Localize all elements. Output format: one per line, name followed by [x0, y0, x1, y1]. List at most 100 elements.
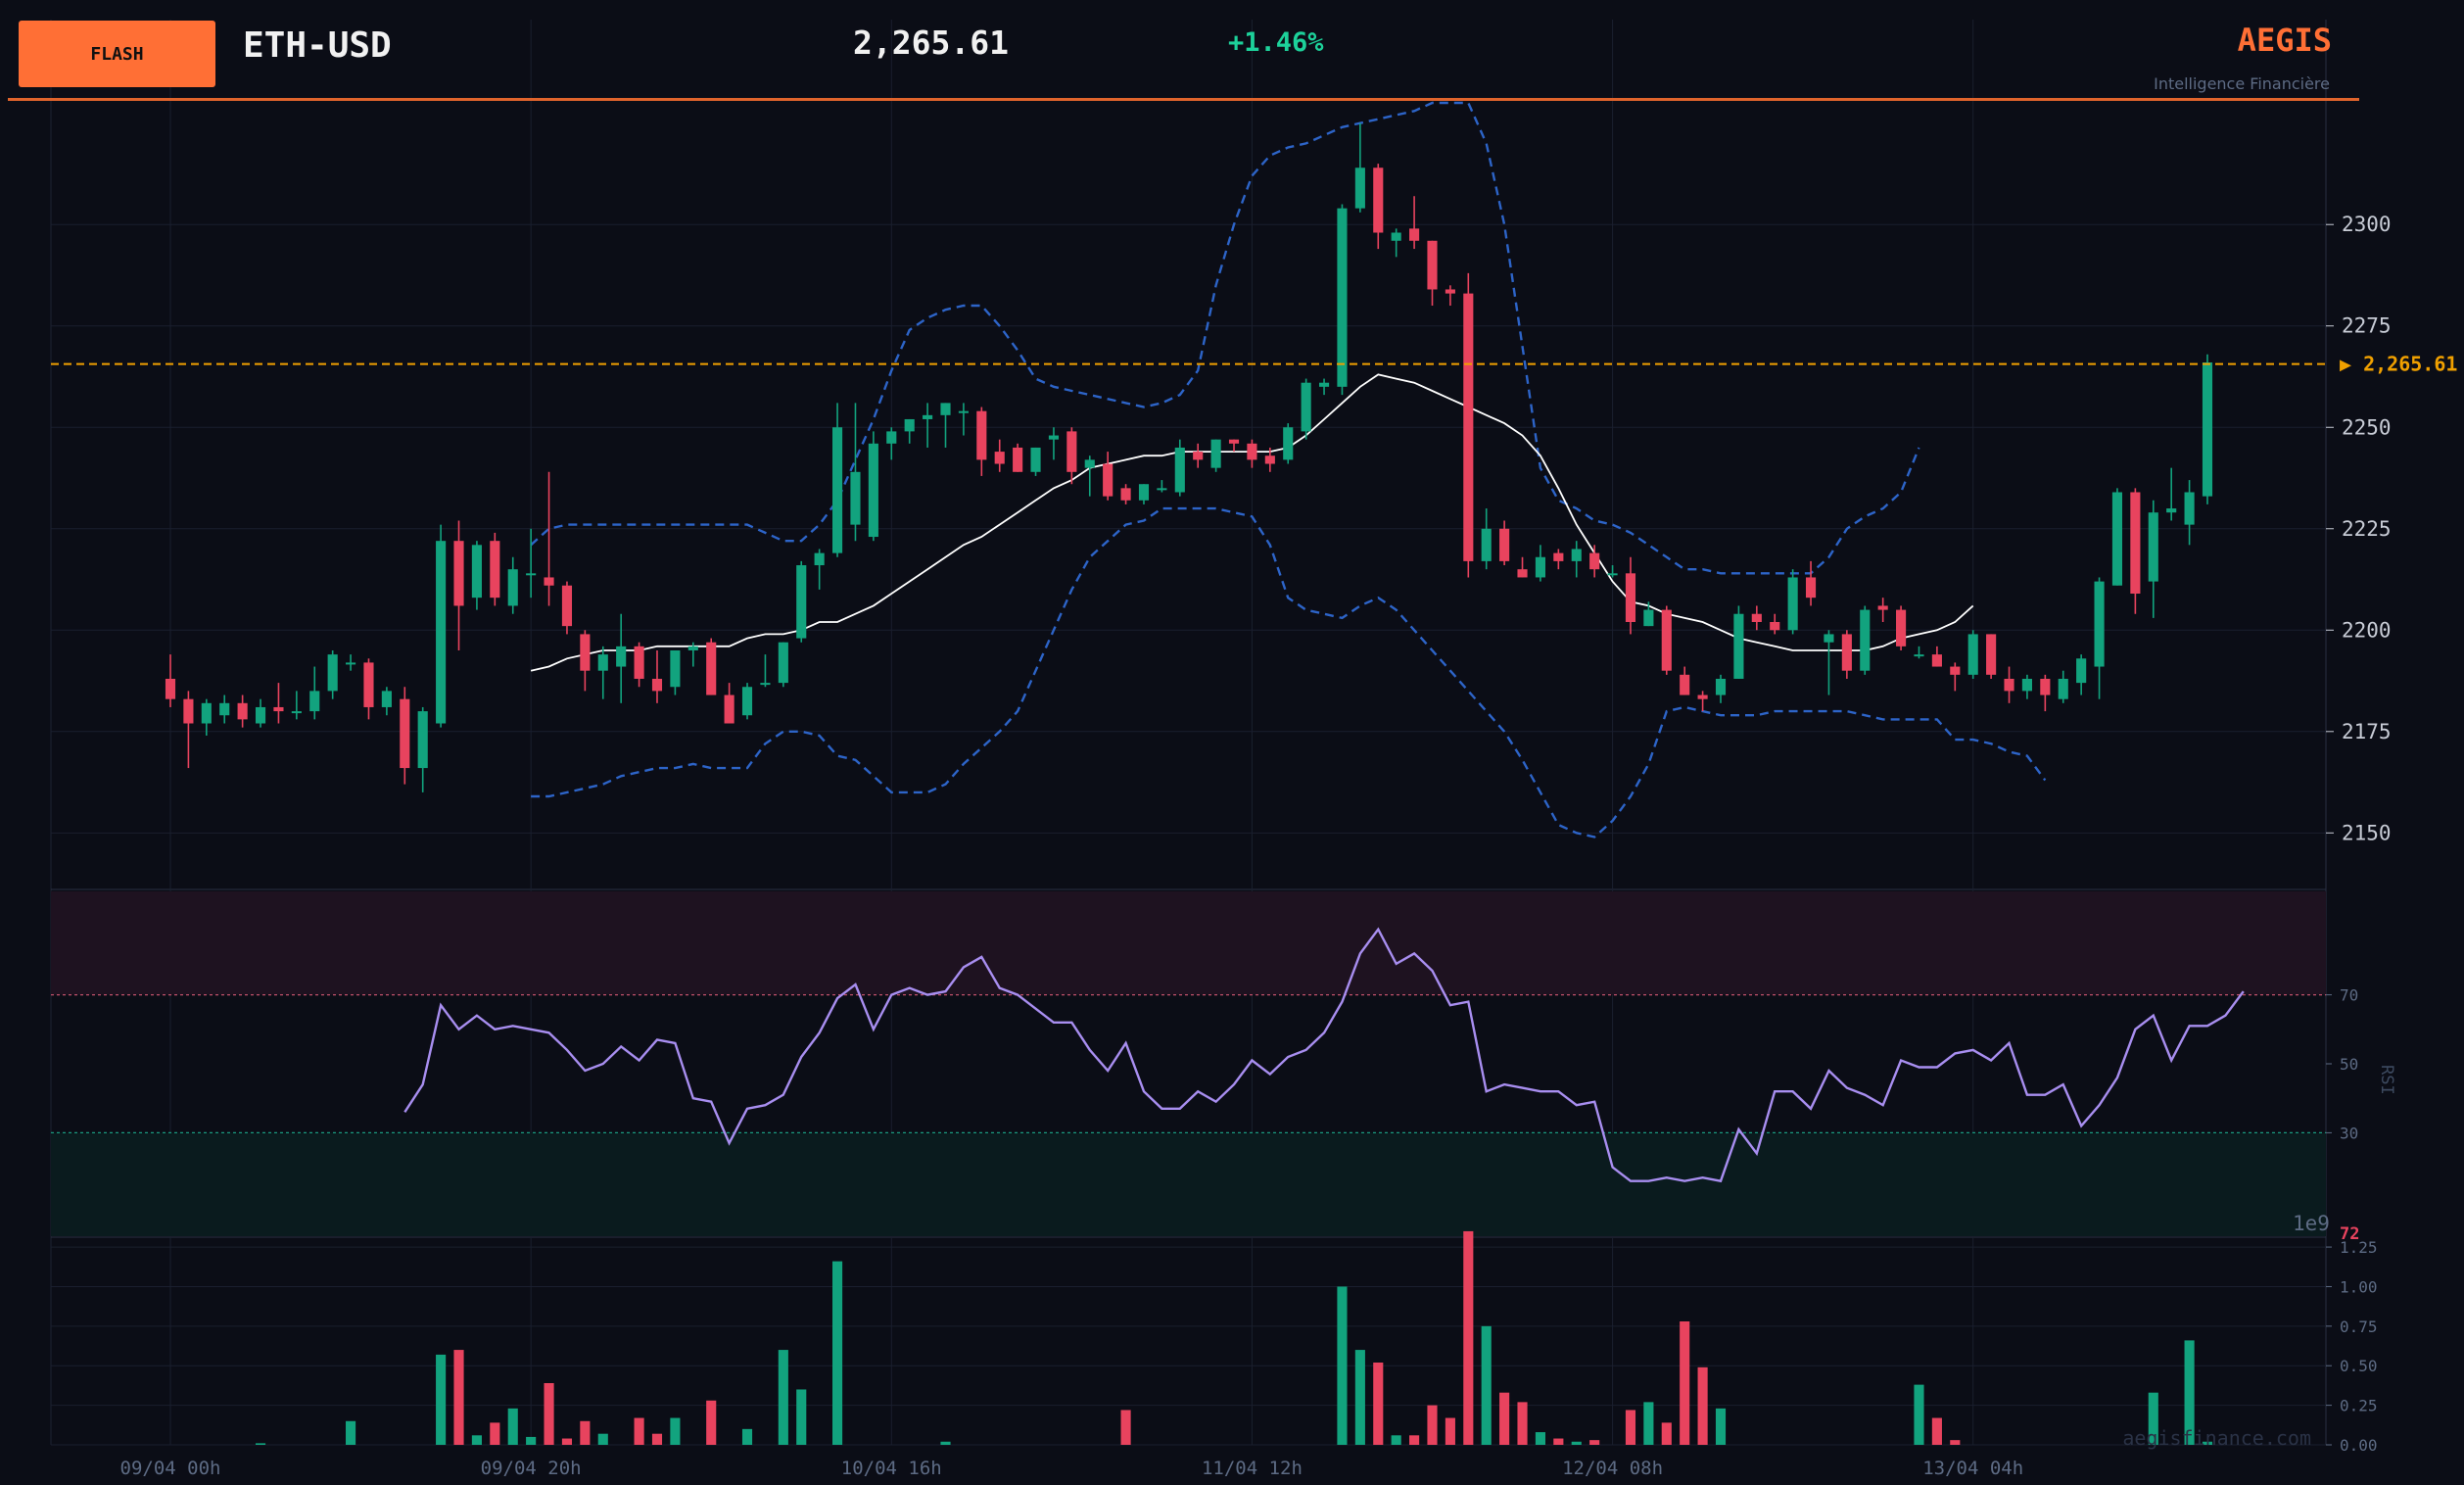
- candle-body: [327, 654, 338, 692]
- candle: [1445, 285, 1455, 307]
- candle: [1463, 272, 1474, 578]
- candle: [2130, 488, 2141, 614]
- candle: [1625, 556, 1636, 635]
- candle: [886, 427, 897, 460]
- candle: [507, 556, 518, 614]
- candle-body: [1733, 613, 1744, 679]
- candle: [724, 683, 734, 724]
- y-tick-label: 2175: [2342, 720, 2392, 743]
- candle-body: [1373, 168, 1384, 233]
- candle-body: [1896, 609, 1907, 647]
- volume-bar: [1481, 1325, 1492, 1445]
- brand-tagline: Intelligence Financière: [2154, 74, 2330, 93]
- candle-body: [1210, 439, 1221, 468]
- candle-body: [1589, 552, 1600, 570]
- rsi-series: [403, 927, 2245, 1183]
- candle-body: [597, 654, 608, 671]
- candle-body: [1715, 678, 1727, 695]
- volume-bar: [1120, 1410, 1131, 1445]
- candle: [363, 658, 374, 720]
- candle: [2040, 674, 2051, 712]
- volume-bar: [1625, 1410, 1636, 1445]
- candle-body: [994, 452, 1005, 464]
- candle-body: [1066, 431, 1077, 472]
- volume-bar: [2148, 1392, 2158, 1445]
- candle-body: [1283, 427, 1294, 460]
- current-price: 2,265.61: [853, 24, 1009, 62]
- rsi-tick-label: 30: [2340, 1124, 2358, 1142]
- candle: [526, 528, 537, 599]
- volume-bar: [706, 1400, 717, 1445]
- candle-body: [219, 702, 230, 716]
- candle-body: [436, 541, 447, 724]
- candle: [2094, 577, 2105, 699]
- candle-body: [741, 687, 753, 716]
- candle-body: [616, 646, 627, 667]
- volume-bar: [255, 1443, 266, 1445]
- candle-body: [706, 642, 717, 695]
- candle-body: [832, 427, 843, 553]
- x-tick-label: 09/04 20h: [481, 1458, 582, 1479]
- candle: [1931, 646, 1942, 667]
- candle: [1084, 455, 1095, 497]
- candle: [1535, 545, 1545, 582]
- candle: [1030, 447, 1041, 476]
- candle: [741, 683, 753, 720]
- candle-body: [1950, 666, 1961, 675]
- candle: [832, 403, 843, 557]
- candle-body: [255, 706, 266, 724]
- candle-body: [1643, 609, 1654, 627]
- candle-body: [2148, 512, 2158, 582]
- candle-body: [1030, 447, 1041, 472]
- rsi-zones: [51, 891, 2326, 1236]
- candle: [561, 581, 573, 635]
- volume-bar: [778, 1350, 788, 1445]
- volume-bar: [1535, 1432, 1545, 1445]
- candle: [1896, 605, 1907, 650]
- volume-tick-label: 0.50: [2340, 1357, 2378, 1375]
- candle-body: [471, 545, 482, 599]
- candle: [1409, 196, 1420, 250]
- candle-body: [400, 698, 410, 769]
- candle: [1680, 666, 1690, 695]
- candlestick-series[interactable]: [165, 122, 2213, 792]
- candle-body: [1318, 382, 1330, 387]
- volume-bar: [741, 1428, 753, 1445]
- candle-body: [580, 634, 591, 671]
- candle: [1210, 439, 1221, 472]
- volume-tick-label: 0.00: [2340, 1436, 2378, 1455]
- candle: [1914, 646, 1924, 659]
- x-tick-label: 11/04 12h: [1202, 1458, 1303, 1479]
- symbol-title: ETH-USD: [243, 25, 392, 66]
- candle-body: [346, 662, 356, 665]
- candle-body: [1247, 443, 1257, 460]
- candle-body: [2058, 678, 2068, 699]
- rsi-line: [403, 927, 2245, 1183]
- candle-body: [1517, 569, 1528, 578]
- candle: [1950, 662, 1961, 692]
- candle: [1571, 541, 1582, 578]
- candle: [850, 403, 861, 542]
- y-tick-label: 2250: [2342, 415, 2392, 439]
- volume-tick-label: 1.25: [2340, 1238, 2378, 1257]
- candle: [778, 642, 788, 688]
- volume-tick-label: 1.00: [2340, 1277, 2378, 1296]
- candle: [1391, 228, 1401, 258]
- candle-body: [2130, 492, 2141, 595]
- candle: [1824, 630, 1834, 695]
- candle: [760, 654, 771, 688]
- candle: [868, 431, 878, 542]
- volume-bar: [1571, 1441, 1582, 1445]
- candle: [1103, 452, 1114, 501]
- candle-body: [1103, 463, 1114, 497]
- volume-bar: [1427, 1405, 1438, 1445]
- candle: [2058, 670, 2068, 703]
- volume-tick-label: 0.75: [2340, 1317, 2378, 1336]
- candle: [309, 666, 320, 720]
- candle-body: [2040, 678, 2051, 695]
- candle: [616, 613, 627, 703]
- candle-body: [651, 678, 663, 692]
- volume-bar: [832, 1261, 843, 1445]
- candle-body: [976, 410, 987, 460]
